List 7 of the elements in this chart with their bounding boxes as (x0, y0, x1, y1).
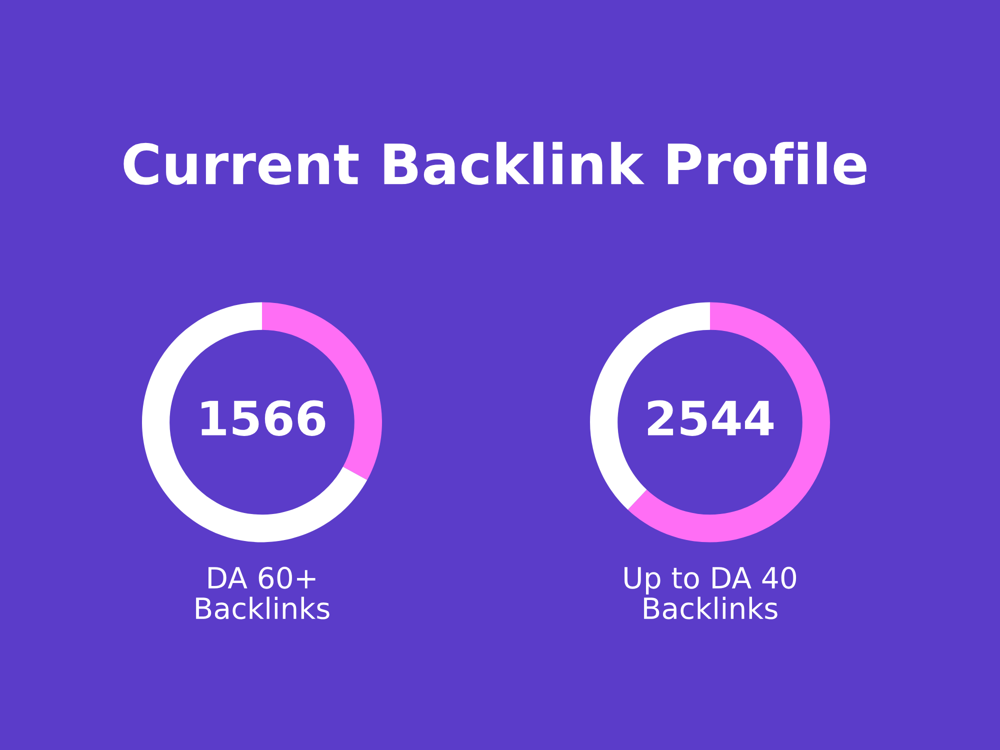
text: 2544 (648, 400, 774, 436)
text: 1566 (202, 400, 326, 436)
text: Current Backlink Profile (124, 142, 866, 185)
donut-slice (142, 302, 368, 542)
text: DA 60+ Backlinks (196, 566, 330, 620)
text: Up to DA 40 Backlinks (624, 566, 796, 620)
donut-slice (628, 302, 830, 542)
